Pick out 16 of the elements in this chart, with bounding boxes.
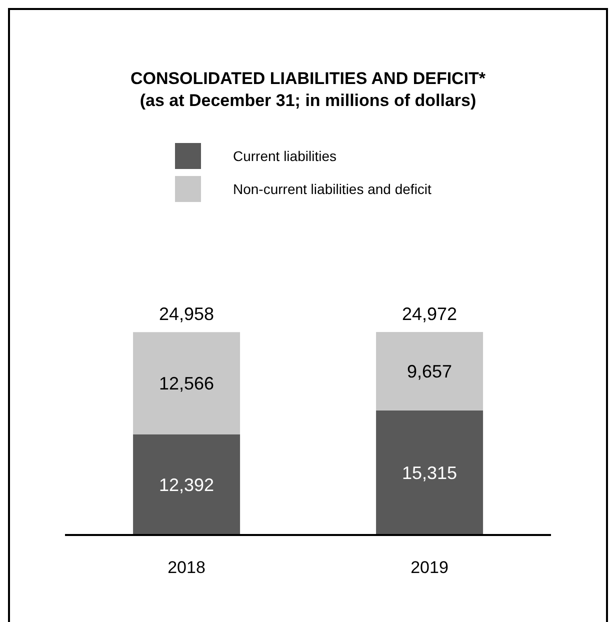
bar (376, 410, 484, 535)
x-tick-label: 2018 (168, 558, 206, 578)
legend-label: Non-current liabilities and deficit (233, 181, 432, 197)
chart-subtitle: (as at December 31; in millions of dollars) (138, 90, 478, 112)
chart-title: CONSOLIDATED LIABILITIES AND DEFICIT* (129, 68, 487, 90)
bar (133, 434, 240, 535)
bar (133, 332, 240, 434)
data-label: 15,315 (402, 463, 458, 484)
total-label: 24,958 (159, 304, 214, 324)
x-tick-label: 2019 (410, 558, 448, 578)
total-label: 24,972 (402, 304, 458, 324)
bar (376, 332, 484, 411)
data-label: 12,566 (159, 373, 214, 394)
data-label: 12,392 (159, 474, 214, 495)
legend-label: Current liabilities (233, 148, 336, 164)
data-label: 9,657 (407, 362, 452, 382)
